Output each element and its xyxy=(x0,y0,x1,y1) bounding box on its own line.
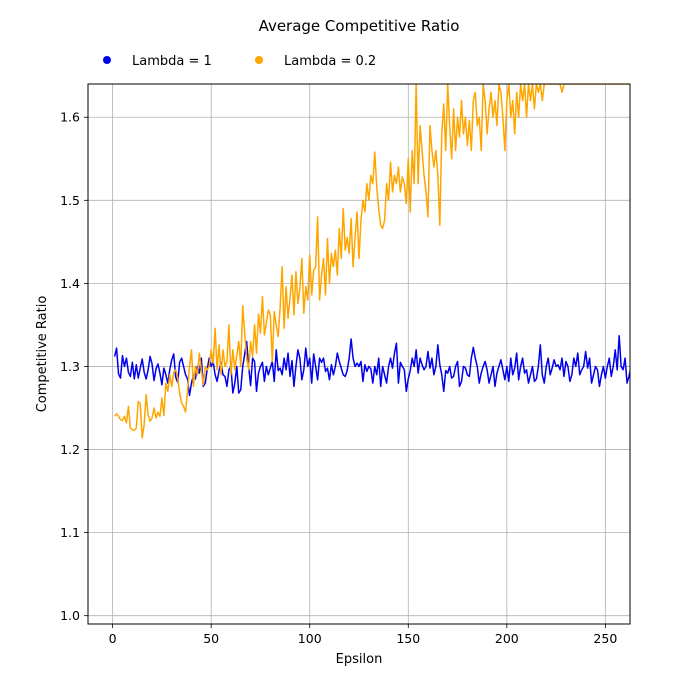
series-group xyxy=(113,84,630,439)
grid xyxy=(88,84,630,624)
x-axis-label: Epsilon xyxy=(336,652,383,667)
x-tick-label: 150 xyxy=(396,631,420,646)
legend: Lambda = 1 Lambda = 0.2 xyxy=(103,54,376,69)
y-tick-label: 1.3 xyxy=(60,359,80,374)
series-line-2 xyxy=(114,84,630,439)
y-tick-label: 1.4 xyxy=(60,276,80,291)
y-tick-label: 1.6 xyxy=(60,110,80,125)
chart-title: Average Competitive Ratio xyxy=(259,17,460,35)
legend-label-2: Lambda = 0.2 xyxy=(284,54,376,69)
legend-marker-2 xyxy=(255,56,263,64)
x-tick-label: 200 xyxy=(495,631,519,646)
legend-marker-1 xyxy=(103,56,111,64)
y-tick-label: 1.2 xyxy=(60,442,80,457)
plot-frame xyxy=(87,83,631,625)
x-tick-label: 0 xyxy=(109,631,117,646)
y-tick-label: 1.0 xyxy=(60,608,80,623)
legend-label-1: Lambda = 1 xyxy=(132,54,212,69)
axis-ticks: 0 50 100 150 200 250 1.0 1.1 1.2 1.3 1.4 1.5 1.6 xyxy=(60,110,617,646)
x-tick-label: 50 xyxy=(203,631,219,646)
x-tick-label: 100 xyxy=(298,631,322,646)
y-tick-label: 1.1 xyxy=(60,525,80,540)
x-tick-label: 250 xyxy=(593,631,617,646)
series-line-1 xyxy=(113,334,630,397)
y-axis-label: Competitive Ratio xyxy=(35,296,50,413)
y-tick-label: 1.5 xyxy=(60,193,80,208)
